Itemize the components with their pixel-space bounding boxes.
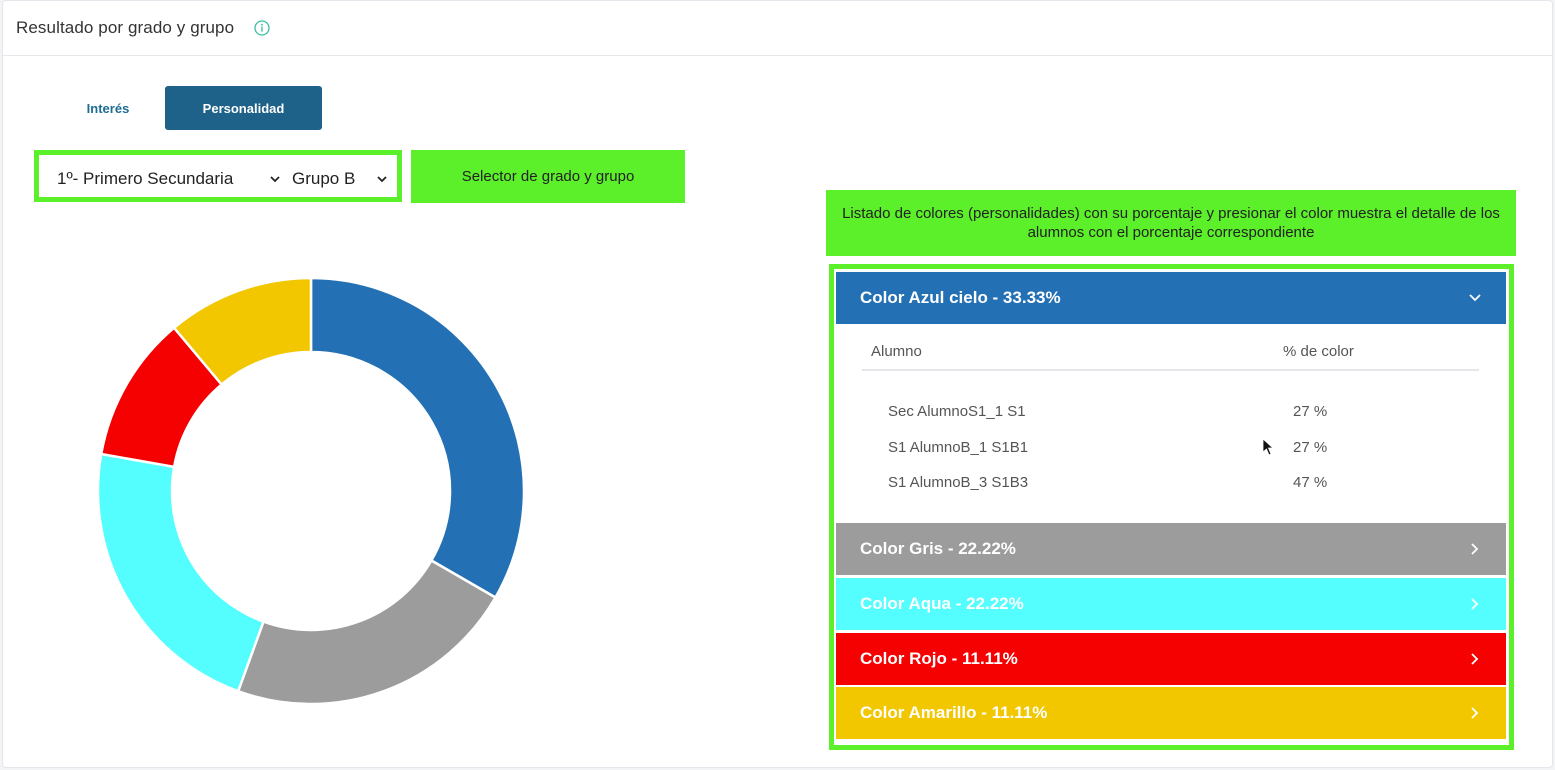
accordion-item-label: Color Rojo - 11.11% (860, 649, 1018, 668)
donut-slice-amarillo[interactable] (172, 276, 313, 387)
student-name: S1 AlumnoB_3 S1B3 (888, 474, 1029, 491)
donut-slice-azul-cielo[interactable] (309, 276, 526, 600)
chevron-right-icon (1471, 598, 1479, 610)
column-header-pct: % de color (1283, 343, 1354, 360)
accordion-item-azul-cielo[interactable]: Color Azul cielo - 33.33% (836, 272, 1506, 324)
table-row: S1 AlumnoB_3 S1B3 47 % (836, 474, 1506, 496)
chevron-right-icon (1471, 653, 1479, 665)
mouse-cursor-icon (1262, 438, 1274, 456)
list-annotation: Listado de colores (personalidades) con … (826, 190, 1516, 256)
grupo-select[interactable]: Grupo B (292, 165, 388, 193)
column-header-alumno: Alumno (871, 343, 922, 360)
grado-select[interactable]: 1º- Primero Secundaria (57, 165, 281, 193)
chevron-down-icon (1469, 294, 1481, 302)
student-name: Sec AlumnoS1_1 S1 (888, 403, 1026, 420)
color-list: Color Azul cielo - 33.33% Alumno % de co… (829, 264, 1514, 750)
grupo-select-value: Grupo B (292, 169, 356, 188)
table-row: S1 AlumnoB_1 S1B1 27 % (836, 439, 1506, 461)
accordion-item-amarillo[interactable]: Color Amarillo - 11.11% (836, 687, 1506, 739)
chevron-right-icon (1471, 543, 1479, 555)
page-title: Resultado por grado y grupo (16, 18, 235, 37)
accordion-detail-azul-cielo: Alumno % de color Sec AlumnoS1_1 S1 27 %… (836, 324, 1506, 523)
tab-interes[interactable]: Interés (86, 100, 130, 116)
accordion-item-gris[interactable]: Color Gris - 22.22% (836, 523, 1506, 575)
header-divider (862, 369, 1479, 371)
student-pct: 27 % (1293, 403, 1328, 420)
student-pct: 47 % (1293, 474, 1328, 491)
accordion-item-label: Color Amarillo - 11.11% (860, 703, 1048, 722)
accordion-item-rojo[interactable]: Color Rojo - 11.11% (836, 633, 1506, 685)
tab-personalidad[interactable]: Personalidad (165, 86, 322, 130)
donut-slice-gris[interactable] (236, 558, 498, 706)
donut-slice-aqua[interactable] (96, 452, 266, 693)
student-pct: 27 % (1293, 439, 1328, 456)
chevron-down-icon (270, 176, 280, 183)
card-header: Resultado por grado y grupo (3, 1, 1552, 56)
grado-select-value: 1º- Primero Secundaria (57, 169, 234, 188)
accordion-item-label: Color Gris - 22.22% (860, 539, 1016, 558)
grade-group-selector: 1º- Primero Secundaria Grupo B (34, 150, 402, 202)
accordion-item-aqua[interactable]: Color Aqua - 22.22% (836, 578, 1506, 630)
selector-annotation: Selector de grado y grupo (411, 150, 685, 203)
table-row: Sec AlumnoS1_1 S1 27 % (836, 403, 1506, 425)
personality-donut-chart (96, 276, 526, 706)
chevron-right-icon (1471, 707, 1479, 719)
info-circle-icon[interactable] (254, 20, 270, 36)
chevron-down-icon (377, 176, 387, 183)
accordion-item-label: Color Azul cielo - 33.33% (860, 288, 1061, 307)
student-name: S1 AlumnoB_1 S1B1 (888, 439, 1029, 456)
accordion-item-label: Color Aqua - 22.22% (860, 594, 1024, 613)
